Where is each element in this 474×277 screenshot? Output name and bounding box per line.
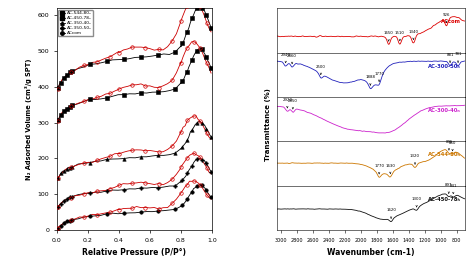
Text: 1888: 1888 [365,75,375,85]
Text: AC-300-40ₙ: AC-300-40ₙ [428,108,461,113]
Text: 897: 897 [445,183,453,193]
Text: 2860: 2860 [287,54,297,64]
Text: AC-450-78ₕ: AC-450-78ₕ [428,197,461,202]
X-axis label: Wavenumber (cm-1): Wavenumber (cm-1) [327,248,414,257]
Legend: AC-544-80ₕ, AC-450-78ₕ, AC-350-40ₙ, AC-350-50ₙ, ACcom: AC-544-80ₕ, AC-450-78ₕ, AC-350-40ₙ, AC-3… [58,10,93,36]
Text: 881: 881 [447,53,454,62]
Text: 1770: 1770 [374,71,384,81]
Text: 2920: 2920 [283,98,292,108]
Y-axis label: N₂ Adsorbed Volume (cm³/g SPT): N₂ Adsorbed Volume (cm³/g SPT) [25,58,32,180]
Text: 1320: 1320 [410,154,420,164]
Text: 1650: 1650 [384,31,393,41]
Text: AC-300-50ₙ: AC-300-50ₙ [428,64,461,69]
Text: 2940: 2940 [281,53,291,63]
Text: 926: 926 [443,12,450,22]
Text: 895: 895 [445,140,453,150]
Text: Transmittance (%): Transmittance (%) [265,88,271,161]
Text: 850: 850 [449,141,456,151]
Text: 1770: 1770 [374,164,384,174]
Text: 1340: 1340 [409,30,419,40]
Text: 2850: 2850 [288,99,298,109]
Text: 2500: 2500 [316,65,326,75]
Text: 781: 781 [454,53,462,62]
Text: 841: 841 [449,184,457,194]
Text: 1300: 1300 [411,197,422,207]
Text: ACcom: ACcom [441,19,461,24]
Text: 1620: 1620 [386,209,396,218]
Text: 1510: 1510 [395,31,405,41]
X-axis label: Relative Pressure (P/P°): Relative Pressure (P/P°) [82,248,186,257]
Text: 1630: 1630 [385,164,395,174]
Text: AC-544-80ₕ: AC-544-80ₕ [428,152,461,157]
